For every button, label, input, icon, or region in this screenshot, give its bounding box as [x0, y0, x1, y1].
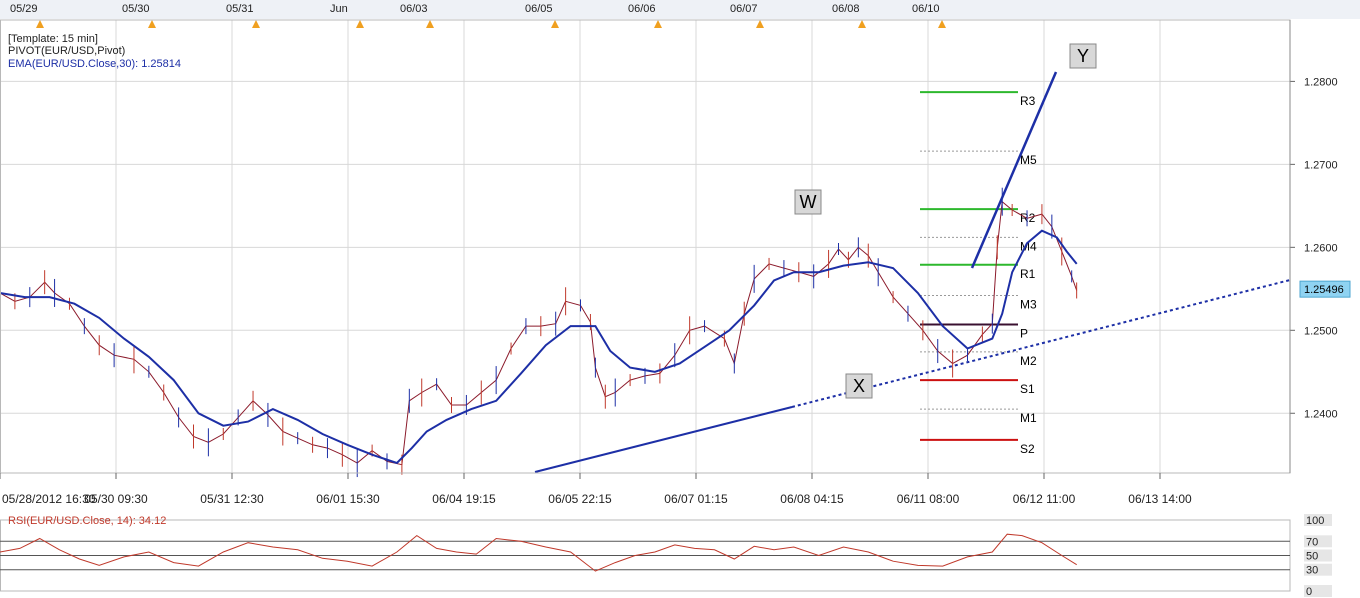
- x-tick-label: 06/13 14:00: [1128, 492, 1192, 506]
- pivot-label-m2: M2: [1020, 354, 1037, 368]
- date-marker: [36, 20, 44, 28]
- y-tick-label: 1.2500: [1304, 325, 1338, 337]
- price-series: [0, 187, 1078, 478]
- rsi-tick-label: 100: [1306, 515, 1324, 527]
- y-tick-label: 1.2600: [1304, 242, 1338, 254]
- pivot-label-m3: M3: [1020, 297, 1037, 311]
- top-date-label: 06/06: [628, 3, 656, 15]
- y-tick-label: 1.2800: [1304, 76, 1338, 88]
- x-tick-label: 05/30 09:30: [84, 492, 148, 506]
- date-marker: [654, 20, 662, 28]
- top-date-label: 06/03: [400, 3, 428, 15]
- current-price-tag: [1299, 280, 1351, 298]
- wave-box-y: [1069, 43, 1097, 69]
- rsi-tick-label: 50: [1306, 551, 1318, 563]
- pivot-label-m5: M5: [1020, 153, 1037, 167]
- x-tick-label: 06/05 22:15: [548, 492, 612, 506]
- legend-template: [Template: 15 min]: [8, 33, 98, 45]
- top-date-label: 06/05: [525, 3, 553, 15]
- rsi-tick-bg: [1304, 549, 1332, 562]
- date-marker: [356, 20, 364, 28]
- top-date-label: 06/07: [730, 3, 758, 15]
- rsi-tick-bg: [1304, 535, 1332, 548]
- pivot-label-s2: S2: [1020, 442, 1035, 456]
- pivot-label-p: P: [1020, 326, 1028, 340]
- date-marker: [426, 20, 434, 28]
- rsi-panel: 100 70 50 30 0: [0, 514, 1332, 598]
- wave-label-w: W: [800, 192, 817, 212]
- x-tick-label: 06/04 19:15: [432, 492, 496, 506]
- x-tick-label: 06/07 01:15: [664, 492, 728, 506]
- wave-box-w: [794, 189, 822, 215]
- current-price-label: 1.25496: [1304, 284, 1344, 296]
- wave-labels: W X Y: [794, 43, 1097, 399]
- top-date-label: Jun: [330, 3, 348, 15]
- rsi-tick-label: 70: [1306, 536, 1318, 548]
- rsi-tick-bg: [1304, 585, 1332, 597]
- pivot-label-s1: S1: [1020, 382, 1035, 396]
- pivot-label-m1: M1: [1020, 411, 1037, 425]
- x-tick-label: 06/11 08:00: [897, 492, 960, 506]
- rsi-line: [0, 533, 1077, 572]
- x-tick-label: 05/31 12:30: [200, 492, 264, 506]
- legend-pivot: PIVOT(EUR/USD,Pivot): [8, 45, 126, 57]
- trend-line: [534, 279, 1291, 473]
- date-marker: [756, 20, 764, 28]
- trend-solid: [534, 406, 793, 473]
- rsi-tick-label: 30: [1306, 565, 1318, 577]
- wave-label-y: Y: [1077, 46, 1089, 66]
- date-marker: [148, 20, 156, 28]
- legend-ema: EMA(EUR/USD.Close,30): 1.25814: [8, 58, 182, 70]
- ema-line: [0, 229, 1078, 465]
- pivot-label-r1: R1: [1020, 267, 1036, 281]
- top-date-labels: 05/29 05/30 05/31 Jun 06/03 06/05 06/06 06/07 06…: [10, 3, 946, 28]
- x-tick-label: 06/12 11:00: [1013, 492, 1076, 506]
- top-date-band: [0, 0, 1360, 19]
- trend-dashed: [791, 279, 1291, 408]
- price-line: [0, 200, 1078, 466]
- projection-segment: [970, 71, 1058, 269]
- top-date-label: 05/29: [10, 3, 38, 15]
- y-tick-label: 1.2700: [1304, 159, 1338, 171]
- x-tick-label: 06/01 15:30: [316, 492, 380, 506]
- wave-label-x: X: [853, 376, 865, 396]
- rsi-label: RSI(EUR/USD.Close, 14): 34.12: [8, 515, 167, 527]
- grid: [0, 20, 1290, 473]
- top-date-label: 05/30: [122, 3, 150, 15]
- wave-box-x: [845, 373, 873, 399]
- rsi-tick-bg: [1304, 514, 1332, 526]
- top-date-label: 06/10: [912, 3, 940, 15]
- x-tick-label: 05/28/2012 16:30: [2, 492, 96, 506]
- date-marker: [551, 20, 559, 28]
- rsi-tick-label: 0: [1306, 586, 1312, 598]
- y-tick-label: 1.2400: [1304, 408, 1338, 420]
- date-marker: [858, 20, 866, 28]
- date-marker: [938, 20, 946, 28]
- top-date-label: 05/31: [226, 3, 254, 15]
- pivot-label-r3: R3: [1020, 94, 1036, 108]
- rsi-tick-bg: [1304, 563, 1332, 576]
- top-date-label: 06/08: [832, 3, 860, 15]
- ema-series: [0, 229, 1078, 465]
- x-tick-label: 06/08 04:15: [780, 492, 844, 506]
- projection-line: [970, 71, 1058, 269]
- date-marker: [252, 20, 260, 28]
